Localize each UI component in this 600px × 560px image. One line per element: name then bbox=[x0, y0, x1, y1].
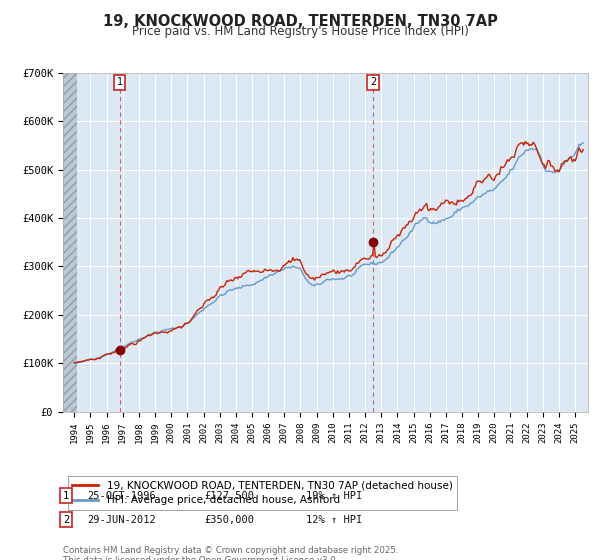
Text: Contains HM Land Registry data © Crown copyright and database right 2025.
This d: Contains HM Land Registry data © Crown c… bbox=[63, 546, 398, 560]
Text: 25-OCT-1996: 25-OCT-1996 bbox=[87, 491, 156, 501]
Text: 1: 1 bbox=[63, 491, 69, 501]
Bar bbox=[63, 73, 77, 412]
Text: 19, KNOCKWOOD ROAD, TENTERDEN, TN30 7AP: 19, KNOCKWOOD ROAD, TENTERDEN, TN30 7AP bbox=[103, 14, 497, 29]
Text: Price paid vs. HM Land Registry's House Price Index (HPI): Price paid vs. HM Land Registry's House … bbox=[131, 25, 469, 38]
Legend: 19, KNOCKWOOD ROAD, TENTERDEN, TN30 7AP (detached house), HPI: Average price, de: 19, KNOCKWOOD ROAD, TENTERDEN, TN30 7AP … bbox=[68, 476, 457, 510]
Text: 12% ↑ HPI: 12% ↑ HPI bbox=[306, 515, 362, 525]
Text: 2: 2 bbox=[63, 515, 69, 525]
Text: 29-JUN-2012: 29-JUN-2012 bbox=[87, 515, 156, 525]
Text: 19% ↑ HPI: 19% ↑ HPI bbox=[306, 491, 362, 501]
Text: 2: 2 bbox=[370, 77, 376, 87]
Text: £127,500: £127,500 bbox=[204, 491, 254, 501]
Text: 1: 1 bbox=[117, 77, 123, 87]
Text: £350,000: £350,000 bbox=[204, 515, 254, 525]
